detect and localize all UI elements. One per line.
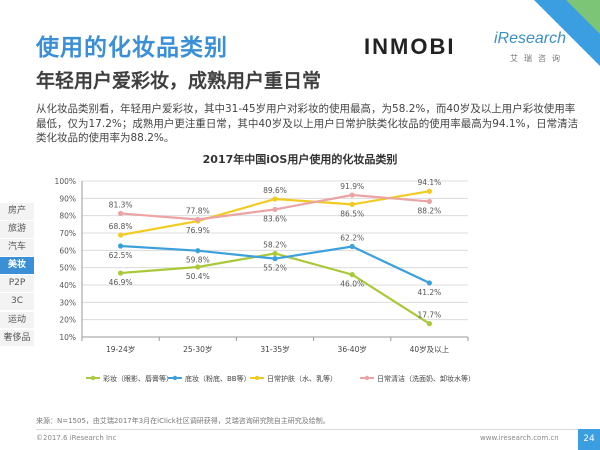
legend-marker <box>90 375 96 381</box>
y-tick-label: 70% <box>59 229 76 238</box>
inmobi-logo: INMOBI <box>364 34 456 59</box>
website-text: www.iresearch.com.cn <box>480 434 559 442</box>
data-label: 76.9% <box>186 226 210 235</box>
data-point <box>272 196 278 202</box>
sidebar-item-7[interactable]: 奢侈品 <box>0 329 34 347</box>
legend-marker <box>172 375 178 381</box>
data-point <box>349 243 355 250</box>
data-label: 83.6% <box>263 214 287 223</box>
data-point <box>426 280 432 286</box>
data-point <box>118 210 124 217</box>
sidebar-item-2[interactable]: 汽车 <box>0 239 34 256</box>
iresearch-logo: iResearch <box>494 30 567 47</box>
y-tick-label: 20% <box>59 316 76 325</box>
iresearch-logo-cn: 艾瑞咨询 <box>510 54 566 63</box>
y-tick-label: 40% <box>59 281 76 290</box>
data-label: 89.6% <box>263 186 287 195</box>
legend-label: 日常清洁（洗面奶、卸妆水等） <box>377 374 475 383</box>
data-label: 50.4% <box>186 272 210 281</box>
data-point <box>272 206 278 213</box>
copyright-text: ©2017.6 iResearch Inc <box>36 434 117 442</box>
data-label: 91.9% <box>340 182 364 191</box>
x-tick-label: 31-35岁 <box>260 344 289 354</box>
y-tick-label: 100% <box>55 177 76 186</box>
data-point <box>426 321 432 327</box>
data-label: 58.2% <box>263 240 287 249</box>
footer-divider <box>36 429 600 430</box>
y-tick-label: 90% <box>59 194 76 203</box>
sidebar-item-0[interactable]: 房产 <box>0 203 34 220</box>
page-number: 24 <box>578 429 600 450</box>
data-point <box>272 250 278 257</box>
data-point <box>195 216 201 223</box>
x-tick-label: 36-40岁 <box>338 344 367 354</box>
corner-decoration-green <box>566 0 600 34</box>
data-point <box>349 201 355 207</box>
sidebar-nav: 房产 旅游 汽车 美妆 P2P 3C 运动 奢侈品 <box>0 203 34 348</box>
legend-marker <box>254 375 260 381</box>
legend-label: 底妆（粉底、BB等） <box>185 374 251 383</box>
y-tick-label: 10% <box>59 333 76 342</box>
data-point <box>426 198 432 205</box>
data-label: 88.2% <box>417 206 441 215</box>
data-label: 77.8% <box>186 206 210 215</box>
data-point <box>118 270 124 276</box>
data-point <box>349 272 355 278</box>
data-label: 81.3% <box>109 200 133 209</box>
x-tick-label: 25-30岁 <box>183 344 212 354</box>
description-text: 从化妆品类别看，年轻用户爱彩妆，其中31-45岁用户对彩妆的使用最高，为58.2… <box>36 103 579 144</box>
legend-marker <box>364 375 370 381</box>
data-label: 17.7% <box>417 311 441 320</box>
sidebar-item-3[interactable]: 美妆 <box>0 257 34 274</box>
data-point <box>349 192 355 198</box>
data-label: 55.2% <box>263 264 287 273</box>
data-point <box>118 232 124 238</box>
y-tick-label: 50% <box>59 264 76 273</box>
sidebar-item-6[interactable]: 运动 <box>0 311 34 329</box>
sidebar-item-4[interactable]: P2P <box>0 275 34 292</box>
chart-title: 2017年中国iOS用户使用的化妆品类别 <box>203 152 398 166</box>
data-label: 62.5% <box>109 251 133 260</box>
data-point <box>195 264 201 270</box>
y-tick-label: 30% <box>59 298 76 307</box>
data-point <box>426 188 432 194</box>
data-point <box>195 248 201 254</box>
data-point <box>118 243 124 249</box>
data-point <box>272 256 278 262</box>
legend-label: 日常护肤（水、乳等） <box>267 374 337 383</box>
y-tick-label: 80% <box>59 212 76 221</box>
data-label: 94.1% <box>417 178 441 187</box>
data-label: 59.8% <box>186 256 210 265</box>
x-tick-label: 19-24岁 <box>106 344 135 354</box>
data-label: 62.2% <box>340 234 364 243</box>
source-note: 来源：N=1505，由艾瑞2017年3月在iClick社区调研获得，艾瑞咨询研究… <box>36 417 330 425</box>
sidebar-item-5[interactable]: 3C <box>0 293 34 311</box>
x-tick-label: 40岁及以上 <box>410 344 450 354</box>
data-label: 41.2% <box>417 288 441 297</box>
page-title: 使用的化妆品类别 <box>36 35 228 61</box>
data-label: 86.5% <box>340 209 364 218</box>
data-label: 46.9% <box>109 278 133 287</box>
page-subtitle: 年轻用户爱彩妆，成熟用户重日常 <box>36 70 322 92</box>
data-label: 68.8% <box>109 222 133 231</box>
sidebar-item-1[interactable]: 旅游 <box>0 221 34 238</box>
data-label: 46.0% <box>340 280 364 289</box>
legend-label: 彩妆（眼影、唇膏等） <box>103 374 173 383</box>
y-tick-label: 60% <box>59 246 76 255</box>
